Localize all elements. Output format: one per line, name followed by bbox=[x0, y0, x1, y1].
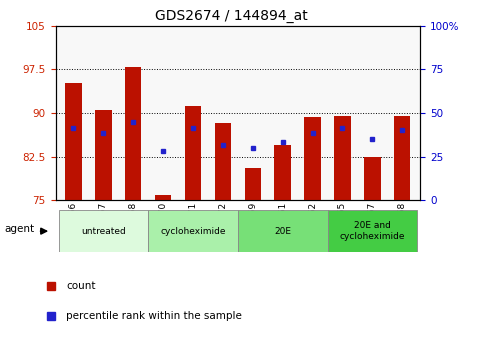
Text: 20E: 20E bbox=[274, 227, 291, 236]
Bar bbox=[244, 168, 261, 200]
Text: agent: agent bbox=[4, 224, 35, 234]
Bar bbox=[215, 123, 231, 200]
Bar bbox=[334, 116, 351, 200]
Bar bbox=[394, 116, 411, 200]
Bar bbox=[148, 210, 238, 252]
Text: count: count bbox=[67, 282, 96, 292]
Bar bbox=[95, 109, 112, 200]
Text: percentile rank within the sample: percentile rank within the sample bbox=[67, 311, 242, 321]
Text: cycloheximide: cycloheximide bbox=[160, 227, 226, 236]
Bar bbox=[327, 210, 417, 252]
Bar bbox=[65, 83, 82, 200]
Text: GDS2674 / 144894_at: GDS2674 / 144894_at bbox=[156, 9, 308, 23]
Text: 20E and
cycloheximide: 20E and cycloheximide bbox=[340, 221, 405, 241]
Bar bbox=[125, 67, 142, 200]
Bar bbox=[238, 210, 327, 252]
Bar bbox=[155, 196, 171, 200]
Text: untreated: untreated bbox=[81, 227, 126, 236]
Bar bbox=[304, 117, 321, 200]
Bar bbox=[274, 145, 291, 200]
Bar bbox=[364, 157, 381, 200]
Bar bbox=[185, 106, 201, 200]
Bar bbox=[58, 210, 148, 252]
